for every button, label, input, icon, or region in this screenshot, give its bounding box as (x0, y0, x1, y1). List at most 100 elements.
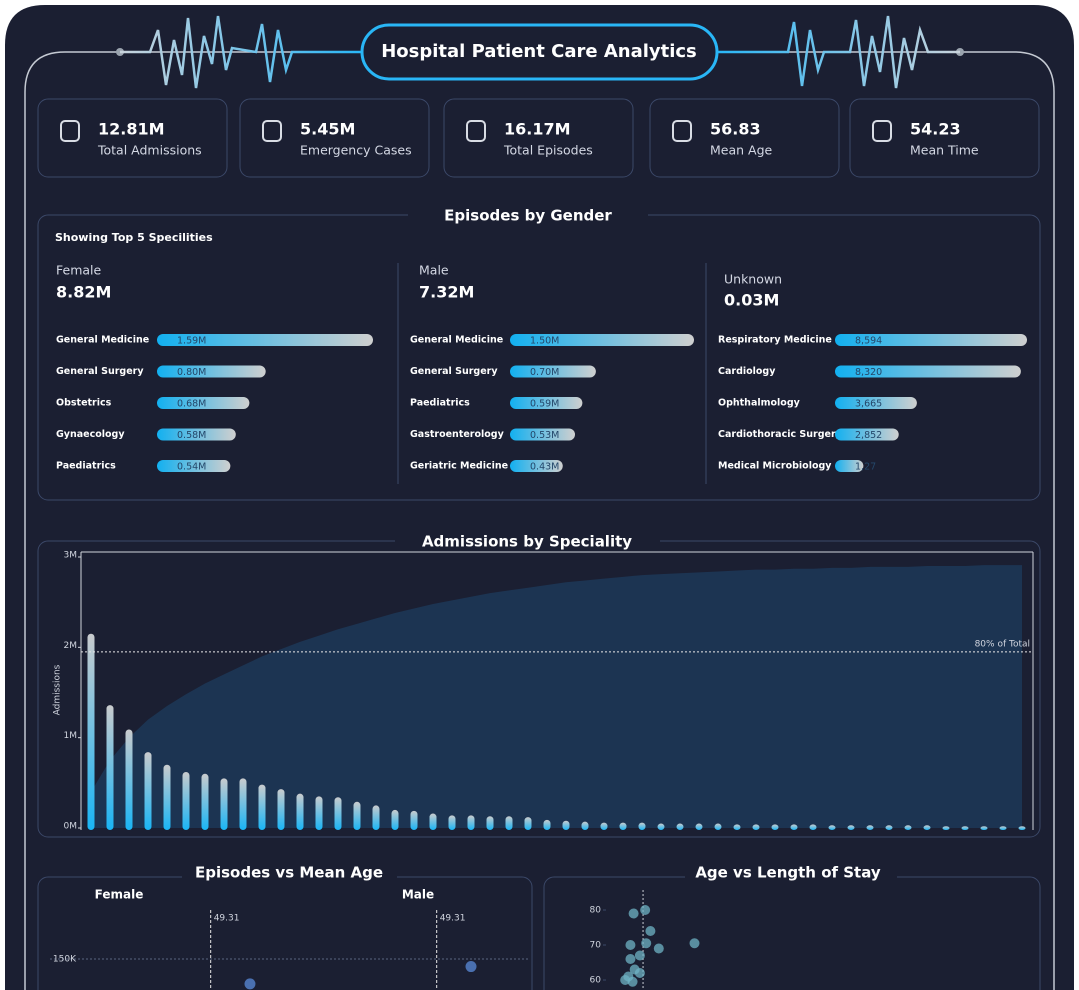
point (628, 908, 639, 919)
section-title: Age vs Length of Stay (695, 864, 881, 882)
reference-label: 49.31 (440, 914, 466, 924)
bar (835, 334, 1027, 346)
category-label: Paediatrics (56, 461, 116, 472)
panel-total: 0.03M (724, 291, 779, 310)
value-label: 0.58M (177, 430, 206, 441)
point (244, 978, 256, 990)
panel-name: Female (56, 263, 102, 278)
bar (510, 428, 576, 441)
value-label: 0.54M (177, 462, 206, 473)
y-tick-label: 60 (590, 976, 602, 986)
point (653, 943, 664, 954)
y-tick-label: 2M (64, 641, 78, 651)
kpi-value: 16.17M (504, 120, 571, 139)
bar (353, 801, 361, 830)
section-title: Episodes by Gender (444, 207, 612, 225)
bar (904, 825, 912, 830)
subtitle: Showing Top 5 Specilities (55, 231, 213, 244)
y-tick-label: 0M (64, 822, 78, 832)
point (634, 950, 645, 961)
bar (790, 824, 798, 830)
point (634, 968, 645, 978)
kpi-card (37, 98, 228, 178)
category-label: Cardiothoracic Surgery (718, 429, 843, 440)
y-tick-label: 150K (53, 955, 77, 965)
bar (106, 705, 114, 830)
value-label: 2,852 (855, 430, 882, 441)
category-label: Ophthalmology (718, 398, 801, 409)
title-gap (395, 534, 660, 548)
point (625, 940, 636, 950)
point (689, 938, 700, 949)
bar (835, 428, 899, 441)
bar (239, 778, 247, 830)
category-label: Cardiology (718, 366, 776, 377)
bar (467, 815, 475, 830)
category-label: Gastroenterology (410, 429, 505, 440)
kpi-label: Mean Age (710, 143, 773, 158)
kpi-card (849, 98, 1040, 178)
title-gap (685, 870, 897, 884)
section-title: Episodes vs Mean Age (195, 864, 383, 882)
panel-total: 8.82M (56, 283, 111, 302)
bar (619, 822, 627, 830)
value-label: 1.50M (530, 336, 559, 347)
category-label: Geriatric Medicine (410, 461, 508, 472)
bar (999, 826, 1007, 830)
value-label: 0.59M (530, 399, 559, 410)
kpi-value: 12.81M (98, 120, 165, 139)
bar (980, 826, 988, 830)
value-label: 0.68M (177, 399, 206, 410)
title-gap (182, 870, 397, 884)
bar (835, 460, 864, 472)
reference-label: 80% of Total (975, 639, 1030, 649)
bar (847, 825, 855, 830)
bar (866, 825, 874, 830)
panel-total: 7.32M (419, 283, 474, 302)
kpi-label: Mean Time (910, 143, 979, 158)
bar (510, 397, 583, 409)
value-label: 1.59M (177, 336, 206, 347)
bar (429, 813, 437, 830)
kpi-icon (60, 120, 80, 142)
title-gap (408, 208, 648, 222)
bar (505, 816, 513, 830)
value-label: 3,665 (855, 399, 882, 410)
point (641, 938, 652, 949)
y-tick-label: 1M (64, 731, 78, 741)
category-label: Paediatrics (410, 398, 470, 409)
y-axis-label: Admissions (53, 664, 63, 715)
value-label: 1,27 (855, 462, 876, 473)
point (620, 975, 631, 985)
bar (182, 771, 190, 830)
category-label: General Medicine (410, 335, 503, 346)
bar (410, 810, 418, 830)
point (465, 961, 477, 973)
bar (828, 825, 836, 830)
bar (157, 460, 231, 472)
bar (201, 773, 209, 830)
bar (771, 824, 779, 830)
bar (157, 428, 236, 441)
bar (315, 796, 323, 830)
bar (961, 826, 969, 830)
kpi-icon (262, 120, 282, 142)
frame (24, 51, 1055, 990)
kpi-icon (466, 120, 486, 142)
y-tick-label: 80 (590, 906, 602, 916)
section-title: Admissions by Speciality (422, 533, 632, 551)
bar (562, 820, 570, 830)
panel-name: Unknown (724, 272, 782, 287)
kpi-value: 54.23 (910, 120, 961, 139)
kpi-value: 5.45M (300, 120, 355, 139)
panel-name: Male (402, 888, 434, 902)
value-label: 0.80M (177, 367, 206, 378)
bar (220, 778, 228, 830)
bar (733, 824, 741, 830)
pulse-line (120, 15, 362, 89)
bar (157, 365, 266, 378)
category-label: Respiratory Medicine (718, 335, 832, 346)
bar (157, 334, 373, 346)
